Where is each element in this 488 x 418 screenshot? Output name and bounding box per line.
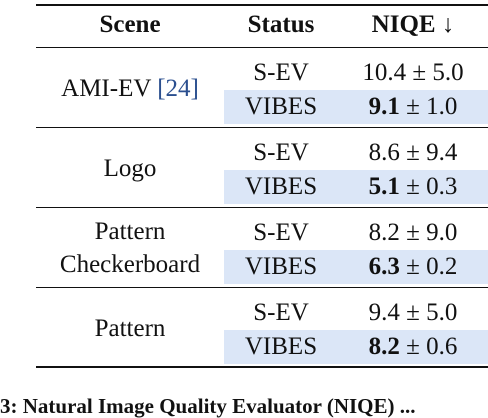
- niqe-mean-best: 9.1: [368, 93, 400, 120]
- niqe-cell: 5.1 ± 0.3: [338, 170, 488, 204]
- header-rule: [36, 47, 488, 48]
- status-cell: S-EV: [253, 219, 309, 246]
- scene-pattern: Pattern: [36, 294, 224, 362]
- citation-link[interactable]: [24]: [157, 74, 199, 102]
- scene-logo-text: Logo: [103, 154, 157, 182]
- niqe-std: ± 1.0: [406, 93, 458, 120]
- status-cell: S-EV: [253, 299, 309, 326]
- niqe-cell: 9.1 ± 1.0: [338, 90, 488, 124]
- group-rule-2: [36, 207, 488, 208]
- niqe-cell: 8.2 ± 9.0: [338, 216, 488, 250]
- niqe-std: ± 9.0: [406, 219, 458, 246]
- niqe-cell: 10.4 ± 5.0: [338, 56, 488, 90]
- top-rule: [36, 4, 488, 6]
- scene-ami-ev: AMI-EV [24]: [36, 54, 224, 122]
- group-rule-1: [36, 127, 488, 128]
- vibes-row-highlight: [224, 90, 488, 124]
- scene-line-2: Checkerboard: [59, 251, 201, 278]
- scene-logo: Logo: [36, 134, 224, 202]
- status-cell: S-EV: [253, 59, 309, 86]
- niqe-std: ± 0.3: [406, 173, 458, 200]
- vibes-row-highlight: [224, 170, 488, 204]
- niqe-cell: 8.2 ± 0.6: [338, 330, 488, 364]
- status-cell: VIBES: [244, 253, 318, 280]
- niqe-mean: 8.6: [368, 139, 400, 166]
- status-cell: VIBES: [244, 173, 318, 200]
- niqe-mean-best: 6.3: [368, 253, 400, 280]
- niqe-std: ± 0.2: [406, 253, 458, 280]
- niqe-cell: 6.3 ± 0.2: [338, 250, 488, 284]
- niqe-mean: 8.2: [368, 219, 400, 246]
- niqe-std: ± 0.6: [406, 333, 458, 360]
- scene-pattern-text: Pattern: [94, 314, 166, 342]
- status-cell: VIBES: [244, 93, 318, 120]
- niqe-cell: 9.4 ± 5.0: [338, 296, 488, 330]
- vibes-row-highlight: [224, 250, 488, 284]
- niqe-std: ± 9.4: [406, 139, 458, 166]
- niqe-mean-best: 8.2: [368, 333, 400, 360]
- niqe-std: ± 5.0: [412, 59, 464, 86]
- scene-line-1: Pattern: [94, 218, 166, 245]
- scene-ami-ev-text: AMI-EV: [61, 74, 158, 102]
- niqe-std: ± 5.0: [406, 299, 458, 326]
- header-niqe: NIQE ↓: [371, 11, 455, 38]
- header-status: Status: [247, 11, 315, 38]
- status-cell: S-EV: [253, 139, 309, 166]
- niqe-cell: 8.6 ± 9.4: [338, 136, 488, 170]
- scene-pattern-checkerboard: Pattern Checkerboard: [36, 214, 224, 282]
- header-scene: Scene: [99, 11, 161, 38]
- niqe-mean: 9.4: [368, 299, 400, 326]
- niqe-mean-best: 5.1: [368, 173, 400, 200]
- group-rule-3: [36, 287, 488, 288]
- table-caption: 3: Natural Image Quality Evaluator (NIQE…: [0, 394, 416, 418]
- status-cell: VIBES: [244, 333, 318, 360]
- niqe-mean: 10.4: [362, 59, 407, 86]
- vibes-row-highlight: [224, 330, 488, 364]
- bottom-rule: [36, 366, 488, 368]
